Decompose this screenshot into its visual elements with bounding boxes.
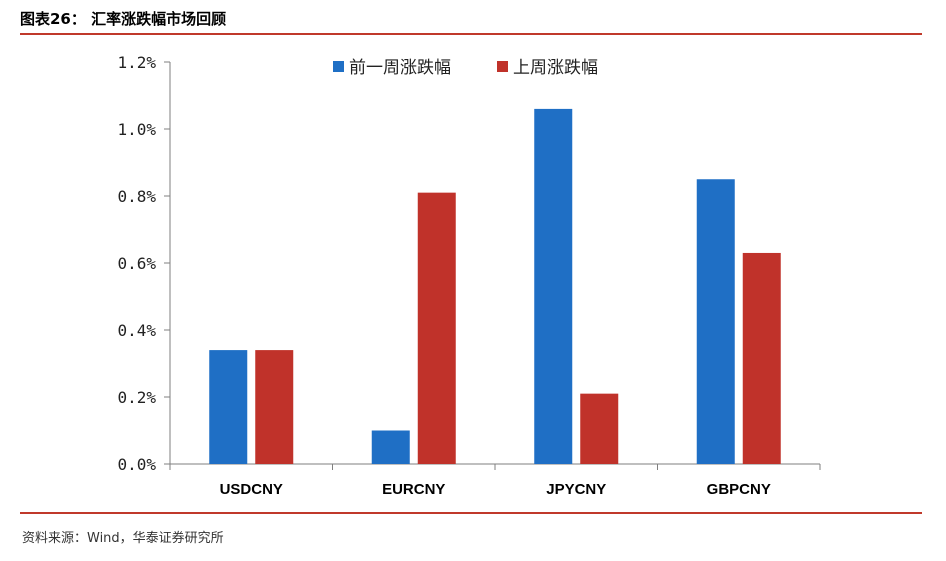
y-tick-label: 0.6% [117, 254, 156, 273]
bar [743, 253, 781, 464]
bar [418, 193, 456, 464]
source-note: 资料来源：Wind，华泰证券研究所 [22, 527, 224, 546]
y-tick-label: 0.4% [117, 321, 156, 340]
bar [534, 109, 572, 464]
y-tick-label: 0.2% [117, 388, 156, 407]
y-tick-label: 0.8% [117, 187, 156, 206]
y-tick-label: 1.0% [117, 120, 156, 139]
bar [209, 350, 247, 464]
category-label: JPYCNY [546, 481, 606, 498]
category-label: EURCNY [382, 481, 445, 498]
legend-swatch [497, 61, 508, 72]
footer-divider [20, 512, 922, 514]
legend-label: 上周涨跌幅 [513, 58, 598, 78]
bar [580, 394, 618, 464]
bar [255, 350, 293, 464]
y-tick-label: 0.0% [117, 455, 156, 474]
legend-swatch [333, 61, 344, 72]
y-tick-label: 1.2% [117, 53, 156, 72]
legend-label: 前一周涨跌幅 [349, 58, 451, 78]
category-label: USDCNY [220, 481, 283, 498]
bar [372, 431, 410, 465]
category-label: GBPCNY [707, 481, 771, 498]
bar [697, 179, 735, 464]
